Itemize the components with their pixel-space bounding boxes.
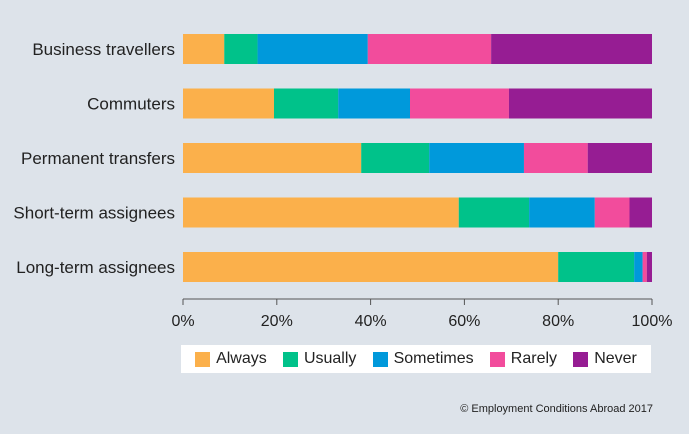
- legend-label: Rarely: [510, 350, 558, 367]
- legend-item-always: Always: [195, 350, 267, 368]
- category-label: Business travellers: [32, 40, 175, 59]
- bar-always-1: [183, 88, 274, 119]
- legend-item-never: Never: [573, 350, 637, 368]
- bar-rarely-0: [367, 34, 492, 64]
- bar-sometimes-4: [634, 252, 643, 282]
- bar-usually-1: [273, 88, 339, 119]
- bar-never-0: [491, 34, 652, 64]
- legend-swatch: [282, 351, 298, 367]
- bar-always-4: [183, 252, 559, 282]
- bar-usually-0: [224, 34, 258, 64]
- legend-swatch: [489, 351, 505, 367]
- bar-sometimes-2: [429, 143, 524, 173]
- legend-swatch: [372, 351, 388, 367]
- bar-rarely-1: [409, 88, 509, 119]
- x-tick-label: 100%: [632, 313, 673, 330]
- legend-swatch: [573, 351, 589, 367]
- bar-usually-3: [458, 197, 530, 228]
- bar-usually-2: [361, 143, 430, 173]
- bar-never-1: [508, 88, 652, 119]
- bar-always-3: [183, 197, 459, 228]
- legend-item-usually: Usually: [282, 350, 357, 368]
- category-label: Permanent transfers: [21, 149, 175, 168]
- category-label: Short-term assignees: [13, 204, 175, 223]
- legend-label: Usually: [303, 350, 357, 367]
- legend-label: Sometimes: [393, 350, 474, 367]
- category-labels: Business travellers Commuters Permanent tr…: [13, 40, 175, 277]
- bar-always-2: [183, 143, 362, 173]
- bar-never-3: [629, 197, 652, 228]
- bar-sometimes-0: [257, 34, 368, 64]
- legend-item-sometimes: Sometimes: [372, 350, 474, 368]
- copyright-credit: © Employment Conditions Abroad 2017: [460, 403, 653, 415]
- x-tick-label: 40%: [355, 313, 387, 330]
- category-label: Long-term assignees: [16, 258, 175, 277]
- bar-never-2: [587, 143, 652, 173]
- bar-rarely-3: [594, 197, 630, 228]
- legend-swatch: [195, 351, 211, 367]
- x-tick-label: 20%: [261, 313, 293, 330]
- legend-label: Never: [594, 350, 637, 367]
- bar-rarely-2: [523, 143, 588, 173]
- bar-usually-4: [558, 252, 635, 282]
- bar-never-4: [646, 252, 652, 282]
- legend: Always Usually Sometimes Rarely Never: [181, 345, 651, 373]
- bars-group: [183, 34, 652, 282]
- x-axis: 0% 20% 40% 60% 80% 100%: [171, 298, 673, 330]
- bar-sometimes-1: [338, 88, 410, 119]
- x-tick-label: 0%: [171, 313, 194, 330]
- x-tick-label: 80%: [542, 313, 574, 330]
- bar-always-0: [183, 34, 225, 64]
- category-label: Commuters: [87, 95, 175, 114]
- legend-label: Always: [216, 350, 267, 367]
- bar-sometimes-3: [529, 197, 595, 228]
- x-tick-label: 60%: [448, 313, 480, 330]
- bar-rarely-4: [642, 252, 647, 282]
- legend-item-rarely: Rarely: [489, 350, 558, 368]
